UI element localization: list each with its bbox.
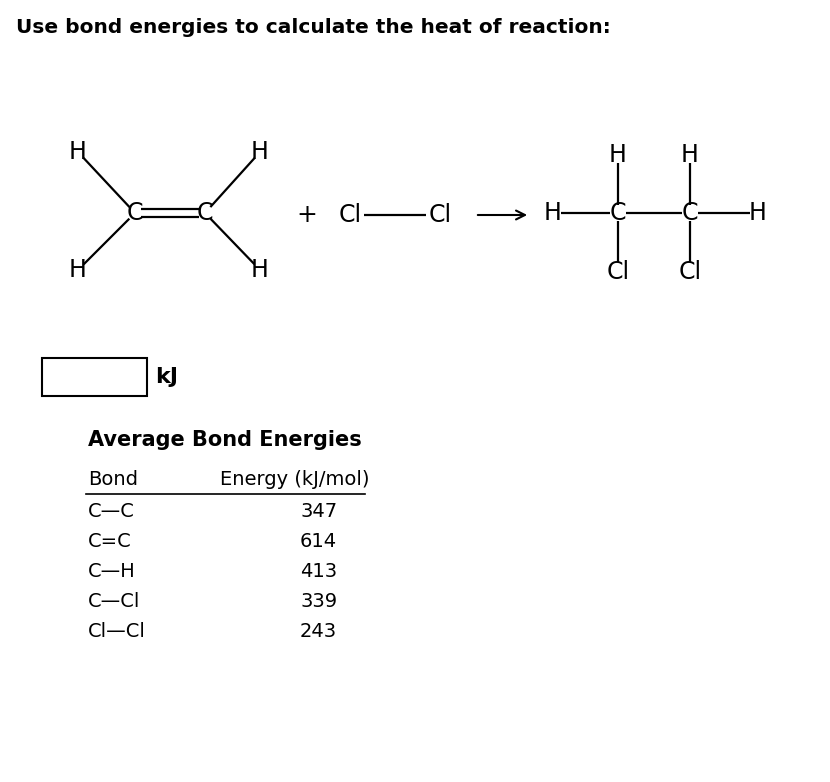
Text: C: C <box>681 201 698 225</box>
Text: C: C <box>197 201 213 225</box>
Text: Cl: Cl <box>428 203 452 227</box>
Text: Cl: Cl <box>607 260 630 284</box>
Text: Cl—Cl: Cl—Cl <box>88 622 146 641</box>
Text: kJ: kJ <box>155 367 178 387</box>
Text: C: C <box>610 201 627 225</box>
Text: Cl: Cl <box>678 260 701 284</box>
Text: Bond: Bond <box>88 470 138 489</box>
Text: H: H <box>251 140 269 164</box>
Text: Use bond energies to calculate the heat of reaction:: Use bond energies to calculate the heat … <box>16 18 611 37</box>
Text: C=C: C=C <box>88 532 132 551</box>
Bar <box>42 358 147 396</box>
Text: H: H <box>69 258 87 282</box>
Text: Cl: Cl <box>339 203 362 227</box>
Text: H: H <box>544 201 562 225</box>
Text: H: H <box>69 140 87 164</box>
Text: C—C: C—C <box>88 502 134 521</box>
Text: H: H <box>609 143 627 167</box>
Text: C—H: C—H <box>88 562 136 581</box>
Text: Average Bond Energies: Average Bond Energies <box>88 430 362 450</box>
Text: +: + <box>296 203 317 227</box>
Text: H: H <box>749 201 767 225</box>
Text: 243: 243 <box>300 622 337 641</box>
Text: 347: 347 <box>300 502 337 521</box>
Text: 614: 614 <box>300 532 337 551</box>
Text: 339: 339 <box>300 592 337 611</box>
Text: C: C <box>127 201 144 225</box>
Text: H: H <box>251 258 269 282</box>
Text: C—Cl: C—Cl <box>88 592 140 611</box>
Text: Energy (kJ/mol): Energy (kJ/mol) <box>220 470 369 489</box>
Text: H: H <box>681 143 699 167</box>
Text: 413: 413 <box>300 562 337 581</box>
